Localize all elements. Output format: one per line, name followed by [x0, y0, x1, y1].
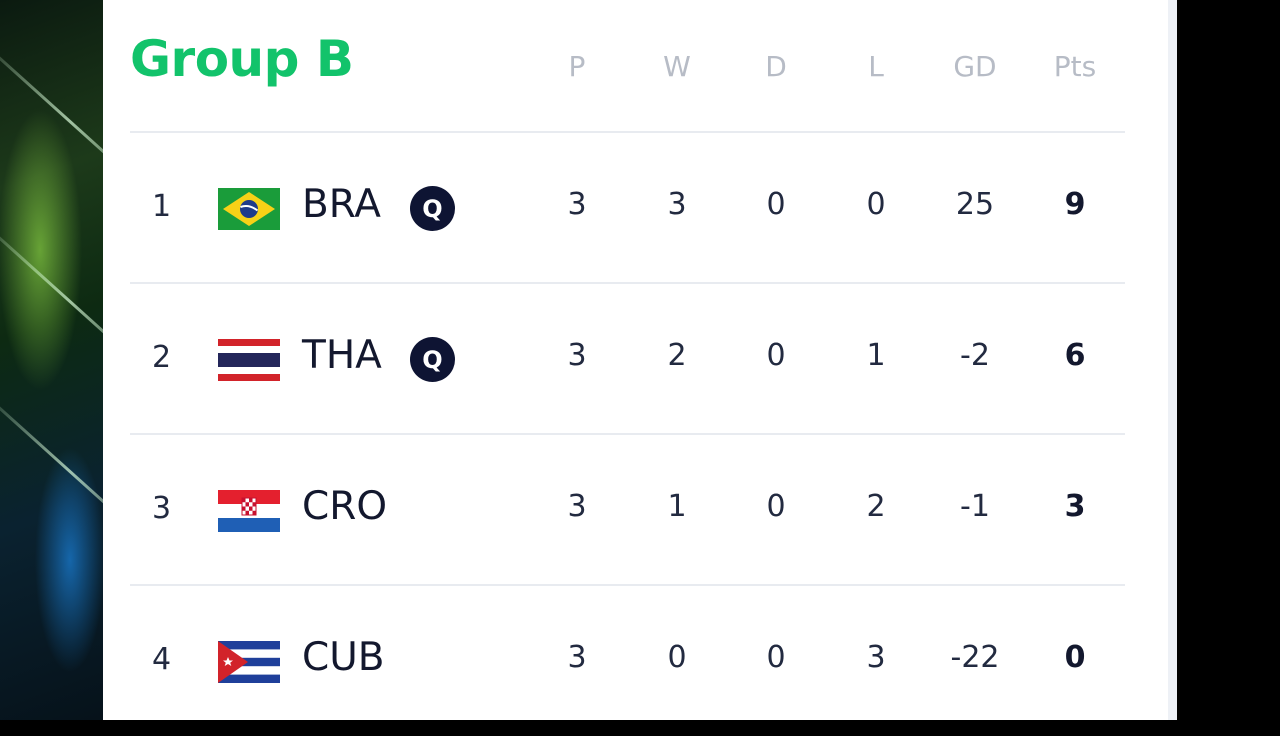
column-header-points: Pts: [1053, 50, 1097, 83]
background-left: [0, 0, 103, 720]
team-name: BRA: [302, 182, 381, 227]
table-row[interactable]: 2 THA Q 3 2 0 1 -2 6: [130, 282, 1125, 434]
played-value: 3: [567, 187, 587, 222]
played-value: 3: [567, 489, 587, 524]
brazil-flag-icon: [218, 188, 280, 230]
played-value: 3: [567, 338, 587, 373]
thailand-flag-icon: [218, 339, 280, 381]
won-value: 2: [667, 338, 687, 373]
goal-difference-value: -22: [950, 640, 1000, 675]
drawn-value: 0: [766, 187, 786, 222]
lost-value: 0: [866, 187, 886, 222]
played-value: 3: [567, 640, 587, 675]
team-name: CUB: [302, 635, 385, 680]
team-name: THA: [302, 333, 382, 378]
column-header-drawn: D: [765, 50, 787, 83]
team-rank: 3: [152, 491, 172, 526]
won-value: 0: [667, 640, 687, 675]
panel-edge: [1168, 0, 1177, 720]
team-rank: 2: [152, 340, 172, 375]
table-row[interactable]: 1 BRA Q 3 3 0 0 25 9: [130, 131, 1125, 283]
background-right: [1177, 0, 1280, 720]
table-row[interactable]: 3 CRO 3 1 0 2 -1 3: [130, 433, 1125, 585]
column-header-won: W: [663, 50, 691, 83]
table-row[interactable]: 4 CUB 3 0 0 3 -22 0: [130, 584, 1125, 736]
qualified-badge: Q: [410, 186, 455, 231]
group-title: Group B: [130, 30, 354, 88]
team-name: CRO: [302, 484, 388, 529]
croatia-flag-icon: [218, 490, 280, 532]
points-value: 6: [1064, 338, 1086, 373]
standings-panel: Group B P W D L GD Pts 1 BRA Q 3 3 0 0 2…: [103, 0, 1168, 720]
points-value: 9: [1064, 187, 1086, 222]
lost-value: 2: [866, 489, 886, 524]
team-rank: 4: [152, 642, 172, 677]
cuba-flag-icon: [218, 641, 280, 683]
goal-difference-value: 25: [955, 187, 995, 222]
drawn-value: 0: [766, 489, 786, 524]
drawn-value: 0: [766, 640, 786, 675]
points-value: 3: [1064, 489, 1086, 524]
won-value: 1: [667, 489, 687, 524]
lost-value: 1: [866, 338, 886, 373]
goal-difference-value: -1: [960, 489, 990, 524]
column-header-lost: L: [868, 50, 884, 83]
team-rank: 1: [152, 189, 172, 224]
goal-difference-value: -2: [960, 338, 990, 373]
points-value: 0: [1064, 640, 1086, 675]
qualified-badge: Q: [410, 337, 455, 382]
column-header-played: P: [568, 50, 586, 83]
lost-value: 3: [866, 640, 886, 675]
won-value: 3: [667, 187, 687, 222]
column-header-goal-difference: GD: [953, 50, 997, 83]
drawn-value: 0: [766, 338, 786, 373]
